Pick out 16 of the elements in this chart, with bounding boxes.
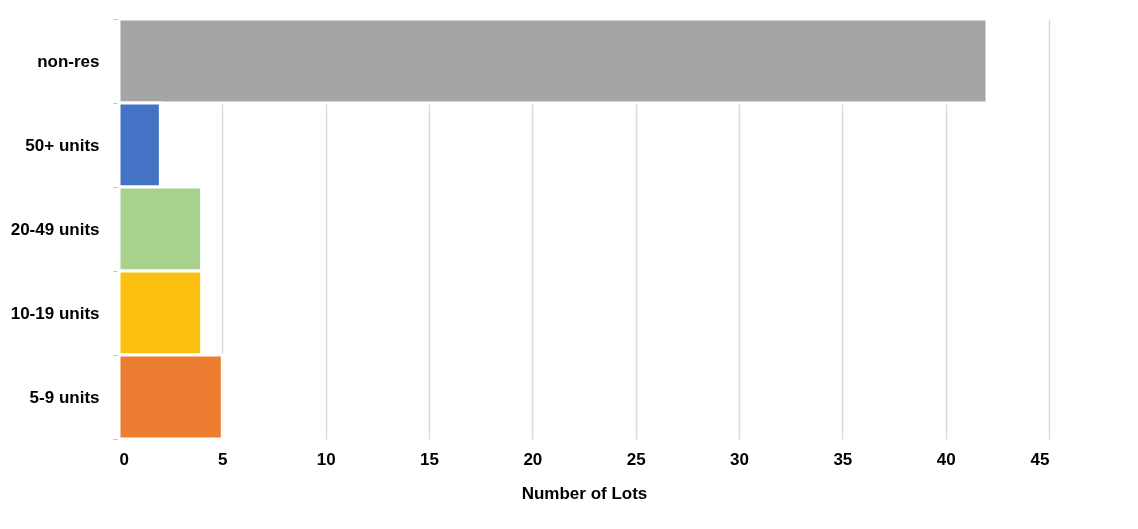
y-tick-label: 20-49 units xyxy=(10,219,100,239)
x-tick-label: 45 xyxy=(1030,449,1050,469)
x-tick-label: 30 xyxy=(730,449,749,469)
y-tick-label: 50+ units xyxy=(25,135,100,155)
x-axis-title: Number of Lots xyxy=(521,483,648,503)
x-tick-label: 35 xyxy=(833,449,853,469)
x-tick-label: 5 xyxy=(218,449,228,469)
x-tick-label: 0 xyxy=(119,449,129,469)
y-tick-label: 10-19 units xyxy=(10,303,100,323)
x-tick-label: 25 xyxy=(626,449,646,469)
y-tick-label: non-res xyxy=(37,51,100,71)
y-tick-label: 5-9 units xyxy=(29,387,100,407)
x-tick-label: 10 xyxy=(316,449,336,469)
x-tick-label: 20 xyxy=(523,449,543,469)
x-tick-label: 40 xyxy=(936,449,956,469)
x-tick-label: 15 xyxy=(420,449,439,469)
